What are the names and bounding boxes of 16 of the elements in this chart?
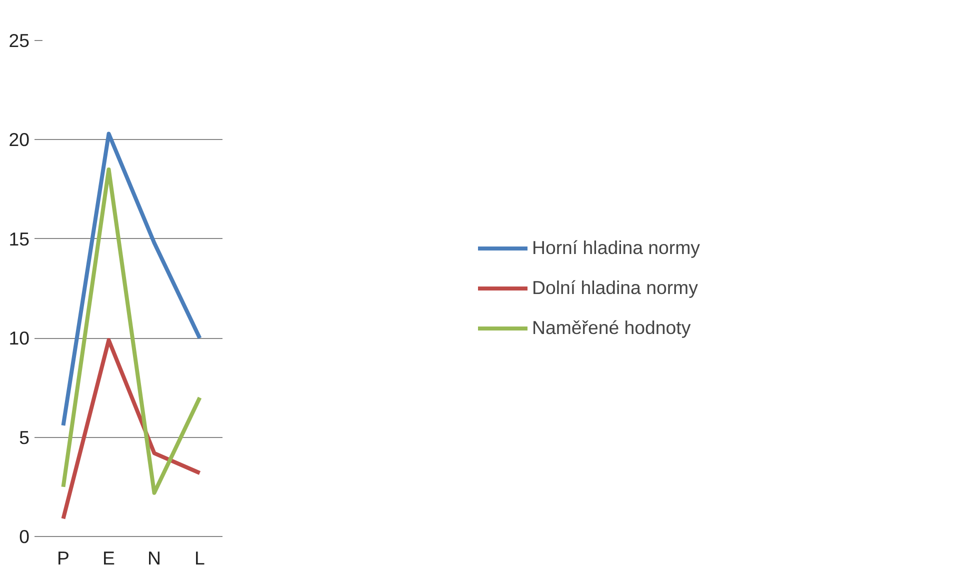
y-tick-label: 25 <box>8 30 30 51</box>
legend-label: Horní hladina normy <box>532 237 700 259</box>
line-series <box>61 167 202 495</box>
legend-label: Naměřené hodnoty <box>532 317 691 339</box>
x-tick-label: L <box>194 548 205 568</box>
y-tick-label: 5 <box>19 426 30 448</box>
y-tick-label: 10 <box>8 328 30 349</box>
y-tick-label: 0 <box>19 526 30 547</box>
x-tick-label: P <box>57 548 70 568</box>
y-tick-label: 15 <box>8 228 30 250</box>
line-series <box>61 338 202 521</box>
y-tick-label: 20 <box>8 129 30 150</box>
x-tick-label: E <box>102 548 115 568</box>
x-tick-label: N <box>148 548 161 568</box>
line-series <box>61 132 202 428</box>
legend-label: Dolní hladina normy <box>532 277 698 299</box>
